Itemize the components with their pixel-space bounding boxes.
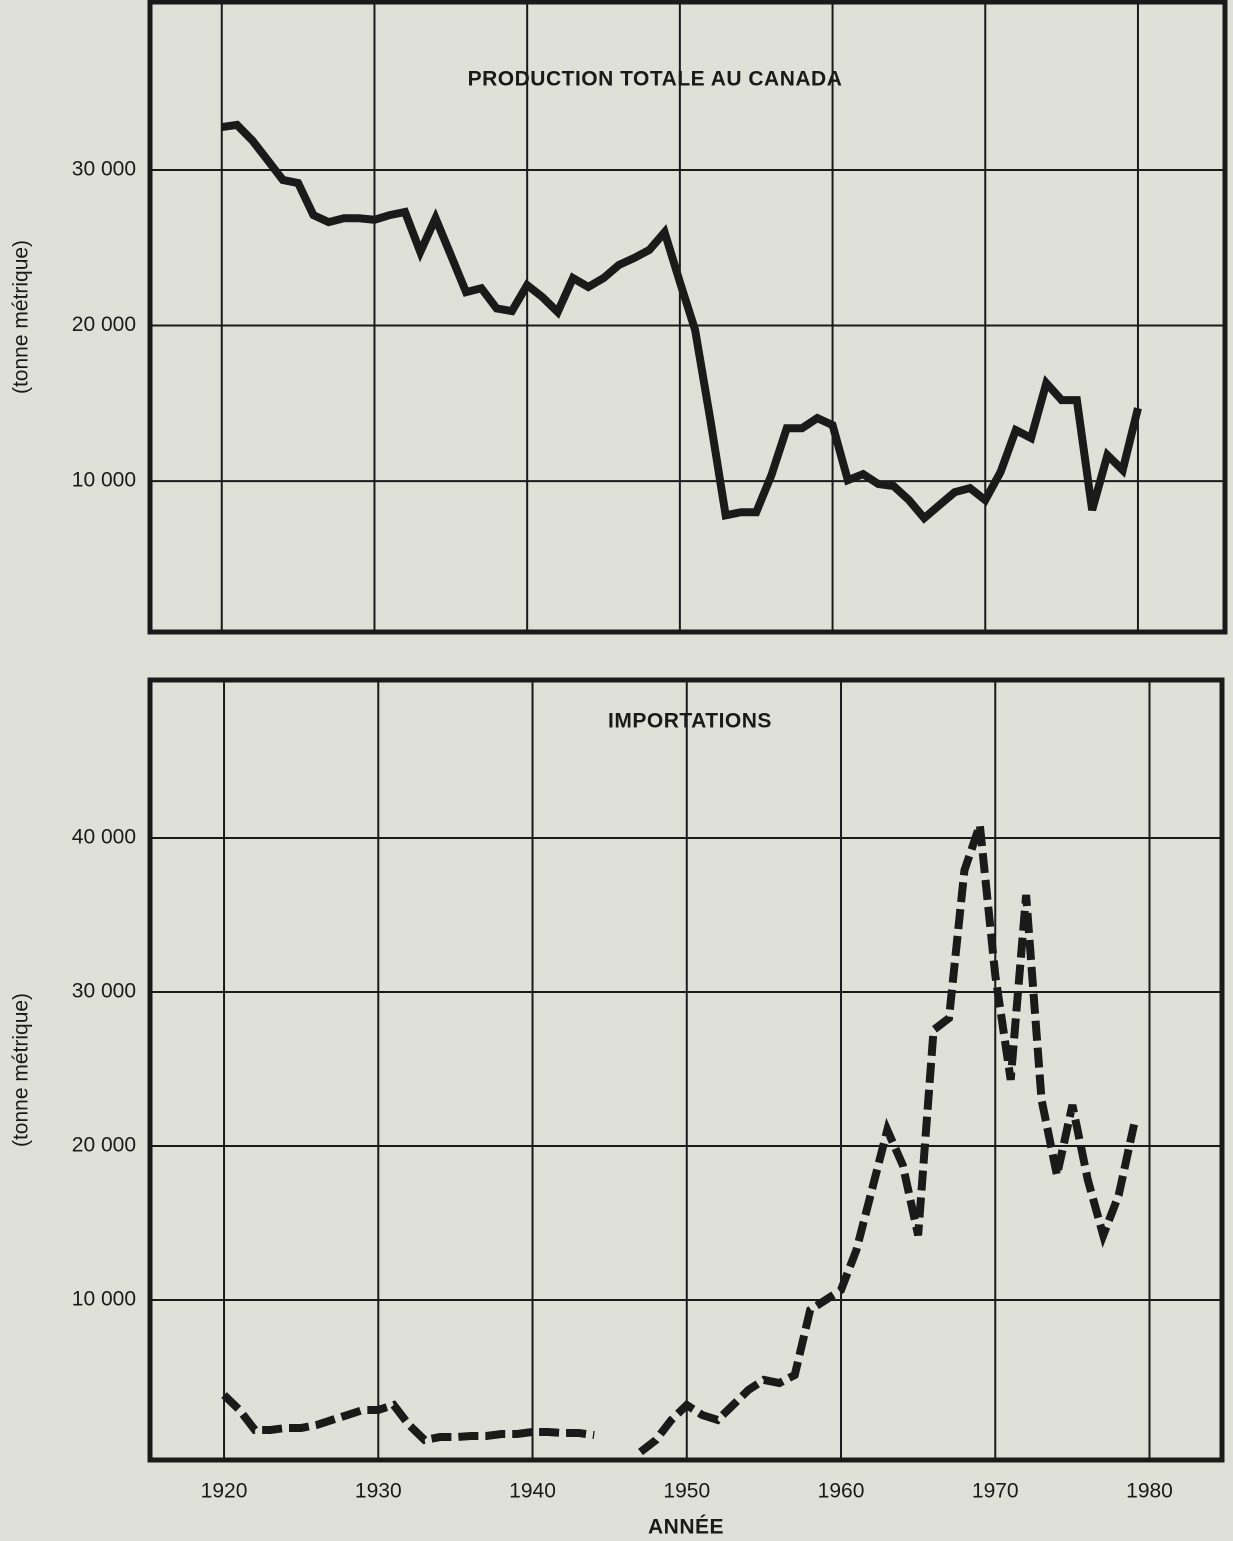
x-axis-label: ANNÉE <box>648 1516 724 1539</box>
y-tick-label: 10 000 <box>72 1288 136 1311</box>
plot-frame <box>147 0 1228 635</box>
y-tick-label: 40 000 <box>72 826 136 849</box>
x-tick-label: 1940 <box>509 1480 556 1503</box>
chart-title: PRODUCTION TOTALE AU CANADA <box>468 68 843 91</box>
y-axis-label: (tonne métrique) <box>10 993 33 1147</box>
x-tick-label: 1950 <box>663 1480 710 1503</box>
y-tick-label: 10 000 <box>72 469 136 492</box>
y-tick-label: 30 000 <box>72 980 136 1003</box>
x-tick-label: 1970 <box>972 1480 1019 1503</box>
x-tick-label: 1930 <box>355 1480 402 1503</box>
data-line <box>221 823 1138 1456</box>
y-tick-label: 30 000 <box>72 158 136 181</box>
y-axis-label: (tonne métrique) <box>10 240 33 394</box>
x-tick-label: 1980 <box>1126 1480 1173 1503</box>
y-tick-label: 20 000 <box>72 313 136 336</box>
chart-title: IMPORTATIONS <box>608 710 772 733</box>
data-line <box>221 120 1142 524</box>
y-tick-label: 20 000 <box>72 1134 136 1157</box>
plot-frame <box>147 677 1225 1463</box>
x-tick-label: 1920 <box>201 1480 248 1503</box>
x-tick-label: 1960 <box>818 1480 865 1503</box>
